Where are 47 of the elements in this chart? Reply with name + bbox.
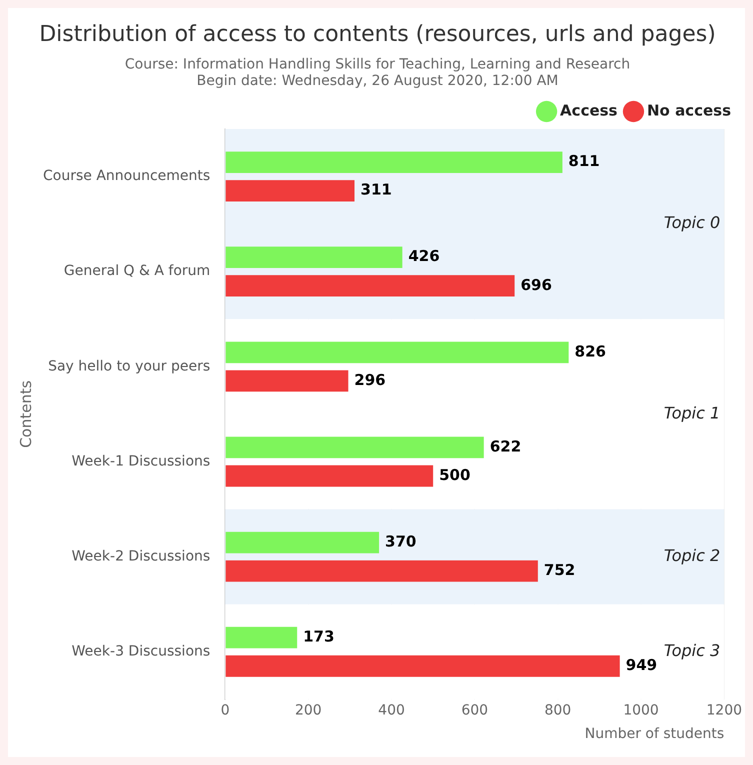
data-label: 173 — [303, 627, 334, 646]
bar — [226, 560, 538, 582]
x-tick-label: 0 — [220, 702, 230, 718]
x-tick-label: 1000 — [623, 702, 659, 718]
x-axis-title: Number of students — [584, 726, 724, 742]
chart-title: Distribution of access to contents (resources, urls and pages) — [39, 22, 716, 47]
x-tick-label: 200 — [294, 702, 322, 718]
data-label: 311 — [360, 180, 392, 199]
band-label: Topic 2 — [664, 546, 720, 565]
x-tick-label: 1200 — [706, 702, 742, 718]
data-label: 622 — [490, 437, 522, 456]
band-label: Topic 3 — [664, 641, 720, 660]
chart-subtitle: Course: Information Handling Skills for Teaching, Learning and Research Begin date: Wednesday, 26 August 2020, 12:00 AM — [124, 56, 630, 90]
y-tick-label: Week-1 Discussions — [72, 453, 210, 470]
y-axis-title: Contents — [16, 380, 35, 448]
bar — [226, 180, 355, 202]
data-label: 949 — [626, 656, 658, 674]
data-label: 426 — [408, 247, 440, 266]
bar — [226, 655, 620, 677]
bar — [226, 370, 348, 392]
legend-label: Access — [560, 101, 618, 120]
y-tick-label: Say hello to your peers — [48, 358, 210, 374]
bar — [226, 532, 380, 554]
bar — [226, 436, 484, 458]
data-label: 811 — [568, 152, 600, 170]
bar — [226, 626, 298, 648]
data-label: 296 — [354, 370, 386, 389]
data-label: 752 — [544, 560, 576, 579]
legend-label: No access — [646, 101, 732, 120]
band-label: Topic 0 — [664, 213, 720, 232]
y-tick-label: Week-3 Discussions — [72, 644, 210, 660]
bar — [226, 246, 402, 268]
bar — [226, 465, 434, 487]
bar — [226, 152, 562, 173]
y-tick-label: Week-2 Discussions — [72, 548, 210, 564]
data-label: 370 — [385, 532, 416, 550]
bar — [226, 275, 515, 297]
x-tick-label: 600 — [461, 702, 488, 718]
data-label: 696 — [520, 276, 552, 294]
bar — [226, 342, 569, 364]
x-tick-label: 400 — [378, 702, 405, 718]
y-tick-label: Course Announcements — [42, 168, 210, 184]
x-tick-label: 800 — [544, 702, 572, 718]
y-tick-label: General Q & A forum — [64, 263, 210, 280]
data-label: 500 — [439, 466, 470, 484]
data-label: 826 — [574, 342, 606, 360]
band-label: Topic 1 — [664, 403, 720, 422]
